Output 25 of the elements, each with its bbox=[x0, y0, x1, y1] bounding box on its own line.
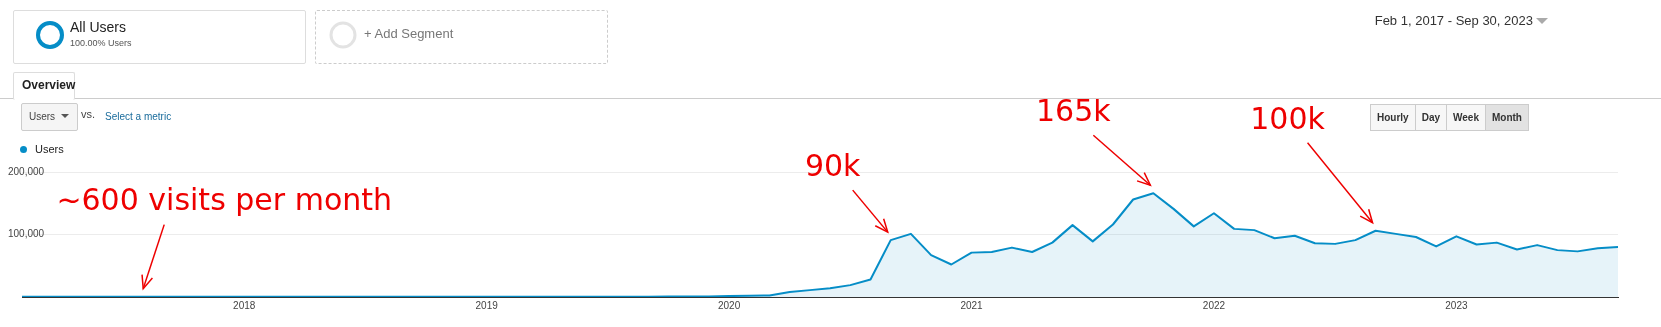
x-tick-label: 2019 bbox=[475, 299, 499, 311]
text: 100.00% Users bbox=[70, 38, 132, 48]
x-tick-label: 2020 bbox=[717, 299, 741, 311]
x-tick-label: 2021 bbox=[960, 299, 984, 311]
text: + Add Segment bbox=[364, 26, 454, 41]
text: Overview bbox=[22, 78, 76, 92]
annotation: 100k bbox=[1250, 100, 1326, 136]
text: Hourly bbox=[1370, 104, 1416, 131]
text: Users bbox=[29, 111, 56, 122]
text: Week bbox=[1446, 104, 1486, 131]
x-tick-label: 2018 bbox=[233, 299, 256, 311]
y-tick-label: 100,000 bbox=[8, 228, 45, 240]
chart-subtitle: Feb 1, 2017 - Sep 30, 2023 bbox=[1374, 13, 1533, 28]
annotation: 90k bbox=[804, 147, 862, 183]
y-tick-label: 200,000 bbox=[8, 165, 45, 177]
annotation: ~600 visits per month bbox=[56, 182, 393, 218]
legend-label: Users bbox=[34, 143, 64, 155]
x-tick-label: 2022 bbox=[1202, 299, 1226, 311]
text: Month bbox=[1484, 104, 1529, 131]
x-tick-label: 2023 bbox=[1445, 299, 1468, 311]
text: All Users bbox=[70, 19, 127, 35]
text: Day bbox=[1414, 104, 1448, 131]
annotation: 165k bbox=[1036, 93, 1112, 129]
text: vs. bbox=[81, 108, 96, 120]
text: Select a metric bbox=[105, 111, 172, 122]
